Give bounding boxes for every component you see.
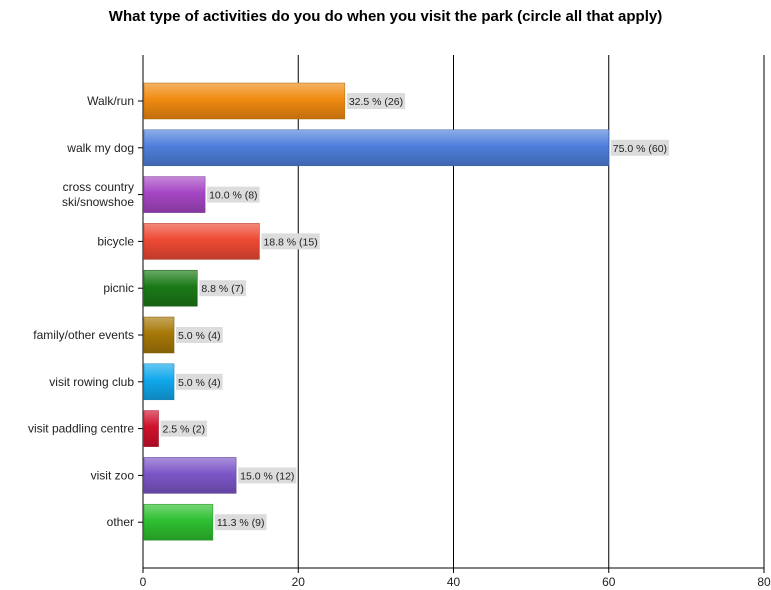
category-label: Walk/run: [87, 94, 134, 108]
data-label: 10.0 % (8): [209, 190, 257, 202]
category-label: bicycle: [97, 234, 134, 248]
bar-layer: 32.5 % (26) 75.0 % (60) 10.0 % (8) 18.8 % (…: [143, 82, 670, 541]
data-label-background: [261, 233, 320, 250]
category-label: cross country ski/snowshoe: [62, 180, 134, 209]
data-label: 11.3 % (9): [217, 517, 265, 529]
bar: [143, 129, 609, 167]
x-tick-label: 0: [140, 575, 147, 589]
category-label: walk my dog: [66, 141, 134, 155]
chart-title: What type of activities do you do when y…: [108, 8, 663, 25]
data-label-background: [346, 93, 406, 109]
x-tick-label: 60: [602, 575, 616, 589]
bar: [143, 457, 237, 494]
bar: [143, 503, 214, 541]
data-label: 2.5 % (2): [163, 424, 206, 436]
category-label: visit paddling centre: [28, 422, 134, 436]
data-label-background: [176, 327, 223, 343]
x-tick-label: 80: [757, 575, 771, 589]
data-label-background: [610, 139, 670, 156]
axis-layer: 0 20 40 60 80 Walk/run walk my dog cross countr…: [28, 55, 771, 589]
category-label: picnic: [103, 281, 134, 295]
data-label: 18.8 % (15): [263, 236, 317, 248]
data-label: 32.5 % (26): [349, 96, 403, 108]
category-label: visit rowing club: [49, 375, 134, 389]
data-label-background: [238, 467, 297, 484]
category-label: other: [107, 515, 134, 529]
data-label: 15.0 % (12): [240, 470, 294, 482]
bar: [143, 363, 175, 401]
category-label: family/other events: [33, 328, 134, 342]
data-label: 75.0 % (60): [613, 143, 667, 155]
data-label-background: [199, 280, 246, 297]
bar: [143, 410, 159, 447]
bar: [143, 223, 260, 260]
data-label-background: [214, 514, 267, 531]
bar: [143, 176, 206, 213]
data-label-background: [176, 373, 223, 390]
bar: [143, 269, 198, 307]
bar: [143, 316, 175, 354]
data-label: 5.0 % (4): [178, 377, 221, 389]
data-label: 5.0 % (4): [178, 330, 221, 342]
x-tick-label: 20: [292, 575, 306, 589]
data-label-background: [160, 420, 208, 437]
x-tick-label: 40: [447, 575, 461, 589]
category-label: visit zoo: [91, 468, 135, 482]
bar: [143, 82, 346, 120]
data-label: 8.8 % (7): [201, 283, 244, 295]
data-label-background: [207, 186, 260, 203]
